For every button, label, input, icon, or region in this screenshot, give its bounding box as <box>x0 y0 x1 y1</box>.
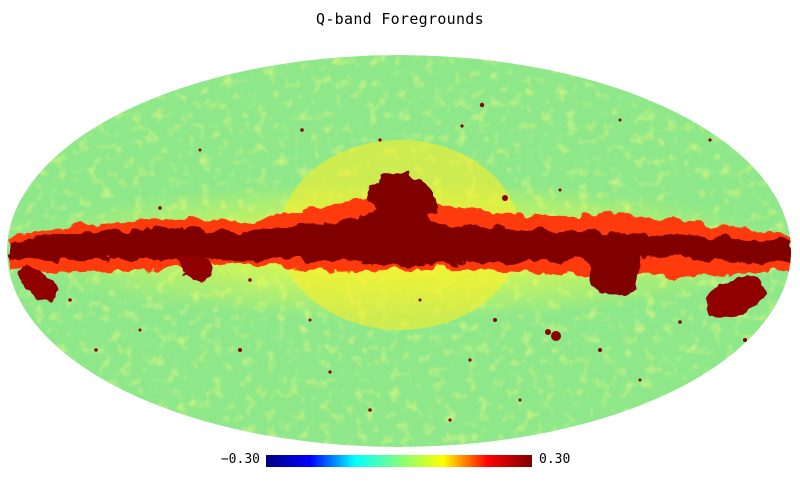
colorbar-max-label: 0.30 <box>539 452 571 467</box>
colorbar-gradient <box>266 455 532 467</box>
colorbar-min-label: −0.30 <box>220 452 260 467</box>
point-sources <box>68 102 747 422</box>
mollweide-sky-map <box>7 55 791 447</box>
colorbar-legend: −0.30 0.30 <box>0 452 800 472</box>
galactic-plane <box>8 174 791 319</box>
map-title: Q-band Foregrounds <box>316 10 484 28</box>
